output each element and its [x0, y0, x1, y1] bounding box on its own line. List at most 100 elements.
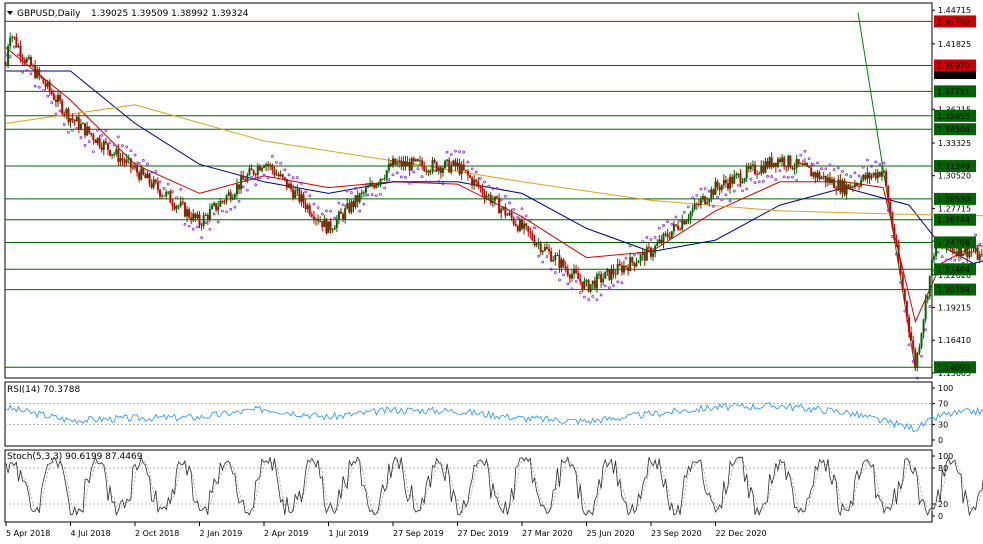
- candle: [392, 155, 394, 168]
- candle: [410, 156, 413, 171]
- candle: [348, 199, 351, 214]
- candle: [808, 165, 811, 168]
- sar-dot: [845, 173, 848, 176]
- candle-body: [258, 166, 261, 171]
- candle-body: [957, 245, 960, 257]
- candle: [325, 217, 328, 235]
- candle: [860, 176, 863, 188]
- candle-body: [845, 184, 848, 195]
- candle: [367, 183, 370, 188]
- candle-body: [493, 196, 496, 201]
- candle-body: [772, 162, 775, 168]
- candle-body: [976, 247, 979, 260]
- candle: [885, 168, 888, 188]
- candle-body: [468, 175, 471, 178]
- candle-body: [858, 185, 861, 187]
- candle-body: [835, 188, 838, 191]
- sar-dot: [499, 198, 503, 202]
- candle-body: [803, 163, 806, 166]
- candle-body: [188, 209, 191, 218]
- candle: [406, 156, 409, 167]
- candle: [84, 123, 87, 139]
- sar-dot: [691, 196, 695, 200]
- sar-dot: [395, 171, 399, 175]
- candle-body: [539, 243, 542, 253]
- level-tag: 1.14093: [934, 361, 976, 374]
- candle: [179, 196, 182, 208]
- price-tick-label: 1.30520: [938, 172, 971, 181]
- candle: [394, 158, 397, 166]
- candle-body: [645, 247, 648, 261]
- candle: [702, 193, 705, 203]
- sar-dot: [416, 167, 420, 171]
- candle: [156, 177, 159, 194]
- candle-body: [119, 158, 122, 162]
- sar-dot: [133, 153, 137, 157]
- candle-body: [263, 166, 265, 168]
- candle: [61, 98, 64, 116]
- candle-body: [131, 167, 134, 169]
- sar-dot: [137, 162, 141, 165]
- candle-body: [535, 243, 538, 246]
- sar-dot: [940, 255, 944, 259]
- price-tick-label: 1.41825: [938, 40, 971, 49]
- candle: [113, 151, 116, 158]
- candle: [801, 159, 804, 166]
- candle: [891, 211, 894, 230]
- sar-dot: [570, 287, 574, 291]
- candle-body: [776, 159, 779, 167]
- triangle-down-icon[interactable]: [7, 11, 13, 15]
- candle-body: [905, 301, 908, 318]
- candle-body: [826, 177, 829, 183]
- sar-dot: [537, 254, 541, 258]
- candle-body: [335, 219, 338, 228]
- candle: [706, 196, 709, 205]
- candle: [970, 248, 973, 258]
- candle: [905, 300, 908, 323]
- candle: [849, 183, 852, 190]
- candle-body: [518, 219, 521, 232]
- sar-dot: [761, 180, 765, 183]
- candle: [602, 273, 605, 286]
- candle-body: [123, 160, 126, 163]
- candle: [639, 253, 642, 267]
- candle: [248, 164, 251, 176]
- candle-body: [668, 237, 671, 239]
- candle-body: [310, 214, 313, 217]
- candle-body: [964, 246, 967, 254]
- stoch-lines: [5, 455, 983, 517]
- candle: [115, 146, 118, 157]
- candle: [704, 195, 707, 205]
- candle: [327, 221, 330, 234]
- candle: [414, 158, 417, 163]
- candle: [202, 212, 205, 229]
- candle: [44, 79, 47, 91]
- candle-body: [695, 203, 698, 205]
- candle-body: [674, 224, 677, 226]
- level-tag-text: 1.39970: [937, 61, 970, 70]
- candle-body: [606, 269, 609, 272]
- sar-dot: [491, 187, 495, 190]
- candle: [294, 186, 297, 199]
- candle-body: [375, 184, 378, 188]
- candle: [188, 207, 191, 220]
- candle: [855, 182, 858, 187]
- level-tag-text: 1.31349: [937, 162, 970, 171]
- candle-body: [627, 267, 630, 271]
- candle-body: [591, 280, 594, 285]
- candle-body: [231, 197, 234, 200]
- candle: [587, 278, 590, 293]
- candle-body: [308, 205, 311, 215]
- sar-dot: [478, 176, 482, 180]
- sar-dot: [849, 175, 853, 178]
- sar-dot: [291, 176, 295, 179]
- candle-body: [581, 281, 584, 289]
- sar-dot: [745, 187, 749, 191]
- candle-body: [210, 205, 213, 210]
- candle: [787, 154, 790, 171]
- sar-dot: [824, 167, 828, 171]
- candle: [437, 165, 440, 175]
- candle: [57, 89, 60, 108]
- sar-dot: [125, 145, 129, 149]
